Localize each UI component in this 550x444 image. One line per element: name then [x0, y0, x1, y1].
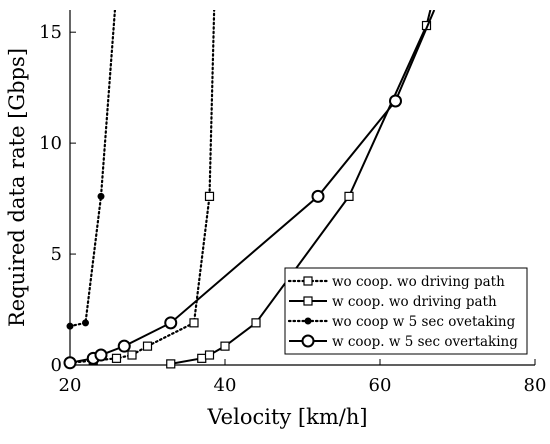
data-point — [63, 356, 77, 370]
x-tick-label: 40 — [214, 375, 237, 396]
data-point — [117, 339, 131, 353]
x-tick-label: 60 — [369, 375, 392, 396]
legend-item: wo coop. wo driving path — [287, 274, 505, 290]
legend-box — [284, 267, 528, 355]
legend-marker — [301, 334, 315, 348]
legend-label: wo coop w 5 sec ovetaking — [332, 314, 516, 330]
data-point — [94, 348, 108, 362]
y-tick-label: 5 — [51, 244, 62, 265]
data-point — [166, 359, 176, 369]
data-point — [82, 319, 89, 327]
legend: wo coop. wo driving path w coop. wo drivi… — [284, 267, 528, 355]
data-point — [389, 94, 402, 108]
legend-marker — [303, 276, 313, 286]
data-point — [204, 191, 215, 201]
y-tick-label: 15 — [39, 22, 62, 43]
legend-marker — [304, 317, 312, 325]
series-line — [70, 10, 117, 328]
y-tick-label: 0 — [51, 355, 62, 376]
data-point — [251, 318, 261, 328]
data-point — [127, 350, 137, 360]
series-4 — [63, 10, 436, 370]
series-line — [70, 10, 216, 364]
data-point — [204, 350, 215, 360]
legend-label: wo coop. wo driving path — [332, 274, 505, 290]
x-tick-label: 80 — [524, 375, 547, 396]
legend-item: w coop. w 5 sec overtaking — [289, 334, 518, 350]
y-axis-label: Required data rate [Gbps] — [5, 48, 29, 327]
series-2 — [166, 10, 432, 369]
x-axis-label: Velocity [km/h] — [206, 405, 367, 429]
data-point — [97, 192, 105, 200]
x-tick-label: 20 — [59, 375, 82, 396]
data-point — [142, 341, 153, 351]
data-point — [311, 189, 325, 203]
legend-item: wo coop w 5 sec ovetaking — [287, 314, 516, 330]
series-1 — [65, 10, 216, 368]
y-tick-label: 10 — [39, 133, 62, 154]
legend-marker — [303, 296, 313, 306]
legend-item: w coop. wo driving path — [289, 294, 497, 310]
data-point — [197, 353, 207, 363]
data-point — [66, 322, 74, 330]
series-3 — [66, 10, 117, 330]
legend-label: w coop. wo driving path — [332, 294, 497, 310]
data-point — [189, 318, 199, 328]
data-point — [111, 353, 122, 363]
data-point — [220, 341, 230, 351]
legend-label: w coop. w 5 sec overtaking — [332, 334, 518, 350]
data-point — [344, 191, 354, 201]
data-point — [164, 316, 178, 330]
